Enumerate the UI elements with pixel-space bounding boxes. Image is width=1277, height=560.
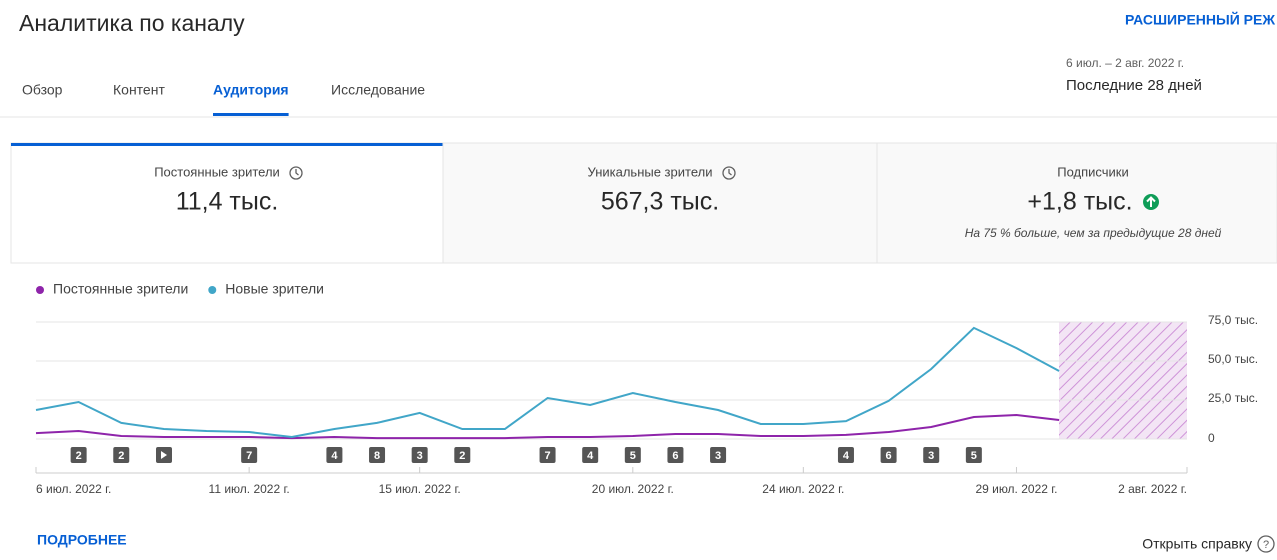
series-line — [35, 413, 1060, 440]
period[interactable]: Последние 28 дней — [1066, 77, 1202, 94]
video-marker-count: 3 — [928, 450, 934, 462]
video-marker-count: 2 — [76, 450, 82, 462]
y-tick-label: 25,0 тыс. — [1208, 391, 1258, 405]
video-marker[interactable] — [667, 447, 684, 463]
advanced-mode[interactable]: РАСШИРЕННЫЙ РЕЖ — [1125, 11, 1275, 28]
svg-text:?: ? — [1263, 539, 1269, 551]
video-marker[interactable] — [326, 447, 343, 463]
card-title: Подписчики — [1057, 164, 1129, 179]
video-marker-count: 3 — [417, 450, 423, 462]
x-tick-label: 24 июл. 2022 г. — [762, 482, 844, 496]
y-tick-label: 0 — [1208, 431, 1215, 445]
card[interactable] — [876, 142, 1277, 264]
video-marker[interactable] — [880, 447, 897, 463]
incomplete-data-region — [1059, 322, 1187, 439]
video-marker-count: 5 — [971, 450, 977, 462]
video-marker[interactable] — [965, 447, 982, 463]
card-title: Уникальные зрители — [588, 164, 713, 179]
help-icon[interactable] — [1257, 535, 1275, 553]
card-value: 11,4 тыс. — [176, 188, 279, 216]
card-note: На 75 % больше, чем за предыдущие 28 дне… — [965, 226, 1222, 240]
card-value: +1,8 тыс. — [1027, 188, 1132, 216]
video-marker-count: 7 — [246, 450, 252, 462]
card[interactable] — [10, 142, 444, 264]
video-marker[interactable] — [624, 447, 641, 463]
date-range: 6 июл. – 2 авг. 2022 г. — [1066, 56, 1184, 70]
card-active-bar — [11, 143, 443, 146]
x-tick-label: 20 июл. 2022 г. — [592, 482, 674, 496]
series-line — [35, 326, 1060, 439]
x-tick-label: 6 июл. 2022 г. — [36, 482, 111, 496]
video-marker-count: 4 — [843, 450, 850, 462]
tab[interactable]: Исследование — [331, 82, 425, 98]
video-marker[interactable] — [369, 447, 386, 463]
video-marker[interactable] — [923, 447, 940, 463]
video-marker[interactable] — [241, 447, 258, 463]
video-marker[interactable] — [70, 447, 87, 463]
video-marker-count: 7 — [544, 450, 550, 462]
card-title: Постоянные зрители — [154, 164, 280, 179]
x-tick-label: 15 июл. 2022 г. — [379, 482, 461, 496]
video-marker-count: 4 — [587, 450, 594, 462]
legend-label: Новые зрители — [225, 281, 324, 297]
video-marker[interactable] — [539, 447, 556, 463]
page-title: Аналитика по каналу — [19, 10, 245, 36]
video-marker-count: 4 — [331, 450, 338, 462]
y-tick-label: 75,0 тыс. — [1208, 313, 1258, 327]
video-marker-count: 2 — [459, 450, 465, 462]
tab-underline — [213, 113, 289, 116]
x-tick-label: 11 июл. 2022 г. — [209, 482, 290, 496]
video-marker[interactable] — [710, 447, 727, 463]
tab[interactable]: Контент — [113, 82, 165, 98]
clock-icon — [722, 166, 736, 180]
legend-dot — [208, 286, 217, 294]
video-marker[interactable] — [113, 447, 130, 463]
legend-dot — [36, 286, 44, 294]
legend-label: Постоянные зрители — [53, 281, 188, 297]
video-marker-count: 2 — [118, 450, 124, 462]
video-marker-count: 6 — [886, 450, 892, 462]
y-tick-label: 50,0 тыс. — [1208, 352, 1258, 366]
video-marker[interactable] — [454, 447, 471, 463]
video-marker[interactable] — [411, 447, 428, 463]
video-marker[interactable] — [837, 447, 854, 463]
video-marker-count: 3 — [715, 450, 721, 462]
tab[interactable]: Обзор — [22, 82, 63, 98]
more-link[interactable]: ПОДРОБНЕЕ — [37, 532, 127, 548]
tab[interactable]: Аудитория — [213, 82, 289, 98]
x-tick-label: 2 авг. 2022 г. — [1118, 482, 1187, 496]
clock-icon — [289, 166, 303, 180]
help-link[interactable]: Открыть справку — [1142, 536, 1252, 552]
video-marker-count: 6 — [672, 450, 678, 462]
x-tick-label: 29 июл. 2022 г. — [975, 482, 1057, 496]
video-marker[interactable] — [582, 447, 599, 463]
card-value: 567,3 тыс. — [601, 188, 719, 216]
card[interactable] — [442, 142, 878, 264]
video-marker-count: 8 — [374, 450, 380, 462]
video-marker-count: 5 — [630, 450, 636, 462]
